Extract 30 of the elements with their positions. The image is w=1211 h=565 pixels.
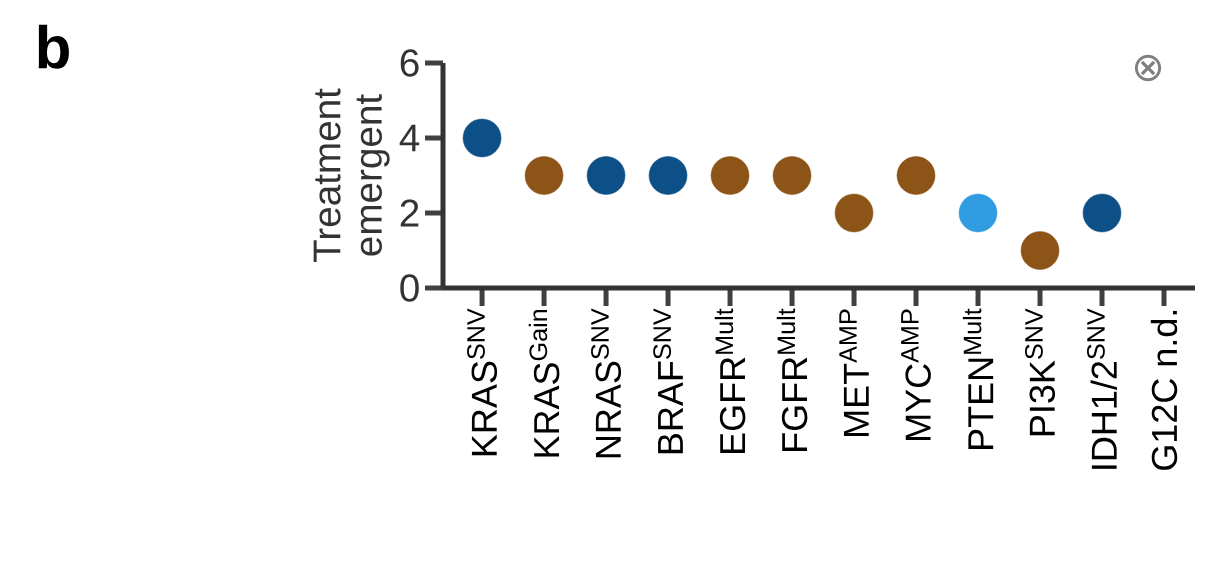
x-tick-label: EGFR$^{Mult}$ xyxy=(714,308,746,453)
x-tick-label: MYC$^{AMP}$ xyxy=(901,309,931,440)
x-tick-label: PI3K$^{SNV}$ xyxy=(1025,308,1056,436)
x-tick-label: KRAS$^{SNV}$ xyxy=(467,308,498,456)
point xyxy=(524,156,564,195)
x-tick-label: NRAS$^{SNV}$ xyxy=(591,308,622,458)
point xyxy=(772,156,812,195)
x-tick-label: FGFR$^{Mult}$ xyxy=(776,308,808,451)
y-tick-label: 6 xyxy=(400,49,419,77)
y-tick-label: 2 xyxy=(400,199,419,227)
y-tick-label: 4 xyxy=(399,124,420,152)
x-tick-label: G12C n.d. xyxy=(1150,310,1178,470)
y-axis-title: Treatment emergent xyxy=(313,88,390,263)
point xyxy=(1020,231,1060,270)
point xyxy=(586,156,626,195)
text: b xyxy=(38,24,69,69)
x-tick-label: BRAF$^{SNV}$ xyxy=(653,308,683,454)
point xyxy=(1082,193,1122,233)
x-tick-label: MET$^{AMP}$ xyxy=(839,309,869,436)
x-tick-label: IDH1/2$^{SNV}$ xyxy=(1087,308,1118,469)
x-tick-label: KRAS$^{Gain}$ xyxy=(528,309,560,457)
point xyxy=(648,156,688,195)
annotation: ⊗ xyxy=(1134,54,1162,82)
x-tick-label: PTEN$^{Mult}$ xyxy=(962,308,994,449)
point xyxy=(710,156,750,195)
point xyxy=(834,193,874,233)
y-tick-label: 0 xyxy=(400,274,419,302)
point xyxy=(958,193,998,233)
point xyxy=(462,118,502,158)
point xyxy=(896,156,936,195)
